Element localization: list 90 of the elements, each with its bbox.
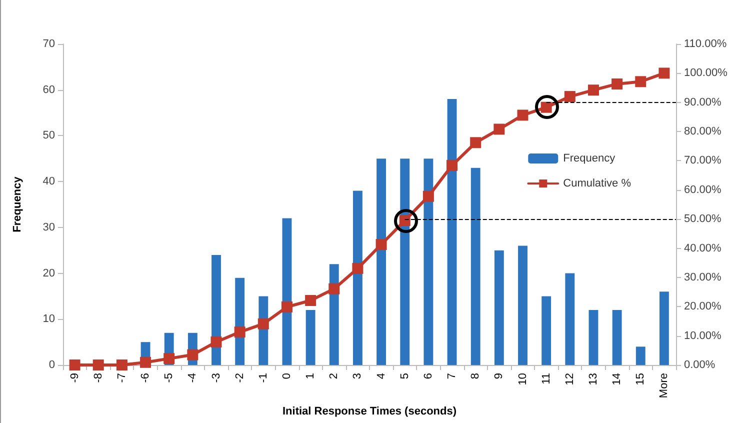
point xyxy=(234,326,246,338)
point xyxy=(164,353,175,364)
bar xyxy=(447,99,457,365)
x-tick-label: 14 xyxy=(611,373,624,386)
x-tick-label: 11 xyxy=(540,373,552,384)
y2-tick-label: 100.00% xyxy=(684,67,728,80)
y2-tick-label: 50.00% xyxy=(684,213,722,226)
x-tick-label: 3 xyxy=(352,373,364,380)
bar xyxy=(588,310,598,365)
bar xyxy=(400,158,410,365)
y-tick-label: 40 xyxy=(42,176,55,188)
x-tick-label: 12 xyxy=(564,373,576,386)
y2-tick-label: 70.00% xyxy=(684,154,722,167)
bar xyxy=(352,190,362,365)
y2-tick-label: 20.00% xyxy=(684,300,722,313)
x-tick-label: 9 xyxy=(493,373,506,380)
point xyxy=(258,318,269,330)
y2-tick-label: 40.00% xyxy=(684,242,722,254)
bar xyxy=(212,254,221,365)
bar xyxy=(376,158,386,365)
bar xyxy=(424,158,434,365)
x-tick-label: -8 xyxy=(92,373,104,383)
bar xyxy=(636,346,646,365)
y-tick-label: 0 xyxy=(48,359,55,371)
y2-tick-label: 30.00% xyxy=(684,271,722,284)
legend-label: Cumulative % xyxy=(563,178,632,190)
point xyxy=(564,91,576,102)
y-tick-label: 30 xyxy=(42,221,55,234)
point xyxy=(376,238,387,250)
y-tick-label: 10 xyxy=(42,313,55,326)
bar xyxy=(306,310,316,365)
point xyxy=(281,301,292,312)
y-tick-label: 60 xyxy=(42,84,55,96)
y-axis-title: Frequency xyxy=(12,176,24,232)
y2-tick-label: 0.00% xyxy=(684,359,716,371)
x-tick-label: 4 xyxy=(375,373,388,380)
x-tick-label: 15 xyxy=(634,373,647,386)
point xyxy=(494,124,505,135)
legend-label: Frequency xyxy=(563,152,616,164)
point xyxy=(446,160,458,171)
point xyxy=(140,356,152,368)
bar xyxy=(494,250,504,365)
point xyxy=(422,190,434,202)
bar xyxy=(659,292,669,365)
point xyxy=(352,262,364,274)
x-tick-label: More xyxy=(658,373,670,398)
point xyxy=(305,295,316,306)
point xyxy=(92,360,104,370)
bar xyxy=(518,246,528,365)
x-tick-label: 13 xyxy=(587,373,600,386)
x-tick-label: -3 xyxy=(210,373,222,383)
x-tick-label: 5 xyxy=(398,373,411,380)
x-tick-label: -6 xyxy=(140,373,152,383)
bar xyxy=(542,296,552,365)
point xyxy=(210,336,222,348)
point xyxy=(635,76,646,88)
y2-tick-label: 110.00% xyxy=(684,38,727,50)
bar xyxy=(612,310,622,365)
y-tick-label: 70 xyxy=(42,38,55,50)
x-tick-label: 1 xyxy=(304,373,317,380)
point xyxy=(69,360,80,370)
x-tick-label: -2 xyxy=(234,373,246,383)
point xyxy=(588,84,599,96)
y2-tick-label: 80.00% xyxy=(684,126,722,138)
x-tick-label: -4 xyxy=(186,373,199,383)
x-tick-label: 8 xyxy=(470,373,482,380)
point xyxy=(328,283,340,294)
point xyxy=(517,110,528,121)
point xyxy=(187,349,198,360)
point xyxy=(470,137,482,148)
x-tick-label: 6 xyxy=(422,373,434,380)
x-axis-title: Initial Response Times (seconds) xyxy=(282,405,457,418)
point xyxy=(612,78,623,90)
bar xyxy=(565,273,575,365)
x-tick-label: 10 xyxy=(516,373,529,386)
y2-tick-label: 10.00% xyxy=(684,330,722,342)
x-tick-label: -9 xyxy=(68,373,81,383)
y-tick-label: 20 xyxy=(42,267,55,280)
point xyxy=(116,360,128,370)
y2-tick-label: 90.00% xyxy=(684,96,722,108)
x-tick-label: 2 xyxy=(328,373,340,380)
bar xyxy=(470,168,480,365)
x-tick-label: -7 xyxy=(116,373,128,383)
y-tick-label: 50 xyxy=(42,130,55,142)
x-tick-label: 0 xyxy=(280,373,293,380)
x-tick-label: -5 xyxy=(163,373,176,383)
point xyxy=(658,68,670,79)
x-tick-label: 7 xyxy=(446,373,458,380)
y2-tick-label: 60.00% xyxy=(684,184,722,196)
x-tick-label: -1 xyxy=(257,373,270,383)
